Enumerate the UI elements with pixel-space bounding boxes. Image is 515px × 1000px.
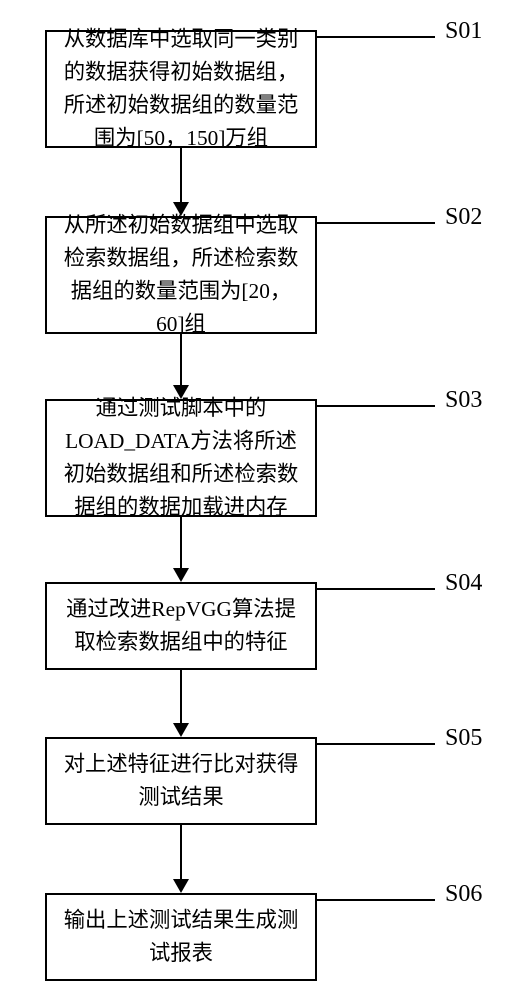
arrow-line <box>180 825 182 879</box>
leader-line <box>317 405 435 407</box>
arrow-head-icon <box>173 385 189 399</box>
flow-node-text: 对上述特征进行比对获得测试结果 <box>57 748 305 814</box>
flow-node-text: 从数据库中选取同一类别的数据获得初始数据组，所述初始数据组的数量范围为[50，1… <box>57 23 305 155</box>
flow-node-s02: 从所述初始数据组中选取检索数据组，所述检索数据组的数量范围为[20，60]组 <box>45 216 317 334</box>
leader-line <box>317 222 435 224</box>
flowchart-canvas: 从数据库中选取同一类别的数据获得初始数据组，所述初始数据组的数量范围为[50，1… <box>0 0 515 1000</box>
flow-node-text: 从所述初始数据组中选取检索数据组，所述检索数据组的数量范围为[20，60]组 <box>57 209 305 341</box>
arrow-head-icon <box>173 723 189 737</box>
arrow-line <box>180 517 182 568</box>
leader-line <box>317 743 435 745</box>
flow-node-text: 输出上述测试结果生成测试报表 <box>57 904 305 970</box>
step-label-s02: S02 <box>445 204 482 231</box>
step-label-s04: S04 <box>445 570 482 597</box>
leader-line <box>317 899 435 901</box>
arrow-line <box>180 148 182 202</box>
step-label-s05: S05 <box>445 725 482 752</box>
flow-node-s06: 输出上述测试结果生成测试报表 <box>45 893 317 981</box>
leader-line <box>317 588 435 590</box>
arrow-head-icon <box>173 568 189 582</box>
step-label-s03: S03 <box>445 387 482 414</box>
arrow-line <box>180 334 182 385</box>
flow-node-s03: 通过测试脚本中的LOAD_DATA方法将所述初始数据组和所述检索数据组的数据加载… <box>45 399 317 517</box>
arrow-line <box>180 670 182 723</box>
flow-node-s05: 对上述特征进行比对获得测试结果 <box>45 737 317 825</box>
step-label-s06: S06 <box>445 881 482 908</box>
step-label-s01: S01 <box>445 18 482 45</box>
flow-node-s01: 从数据库中选取同一类别的数据获得初始数据组，所述初始数据组的数量范围为[50，1… <box>45 30 317 148</box>
flow-node-text: 通过测试脚本中的LOAD_DATA方法将所述初始数据组和所述检索数据组的数据加载… <box>57 392 305 524</box>
flow-node-s04: 通过改进RepVGG算法提取检索数据组中的特征 <box>45 582 317 670</box>
flow-node-text: 通过改进RepVGG算法提取检索数据组中的特征 <box>57 593 305 659</box>
arrow-head-icon <box>173 202 189 216</box>
leader-line <box>317 36 435 38</box>
arrow-head-icon <box>173 879 189 893</box>
